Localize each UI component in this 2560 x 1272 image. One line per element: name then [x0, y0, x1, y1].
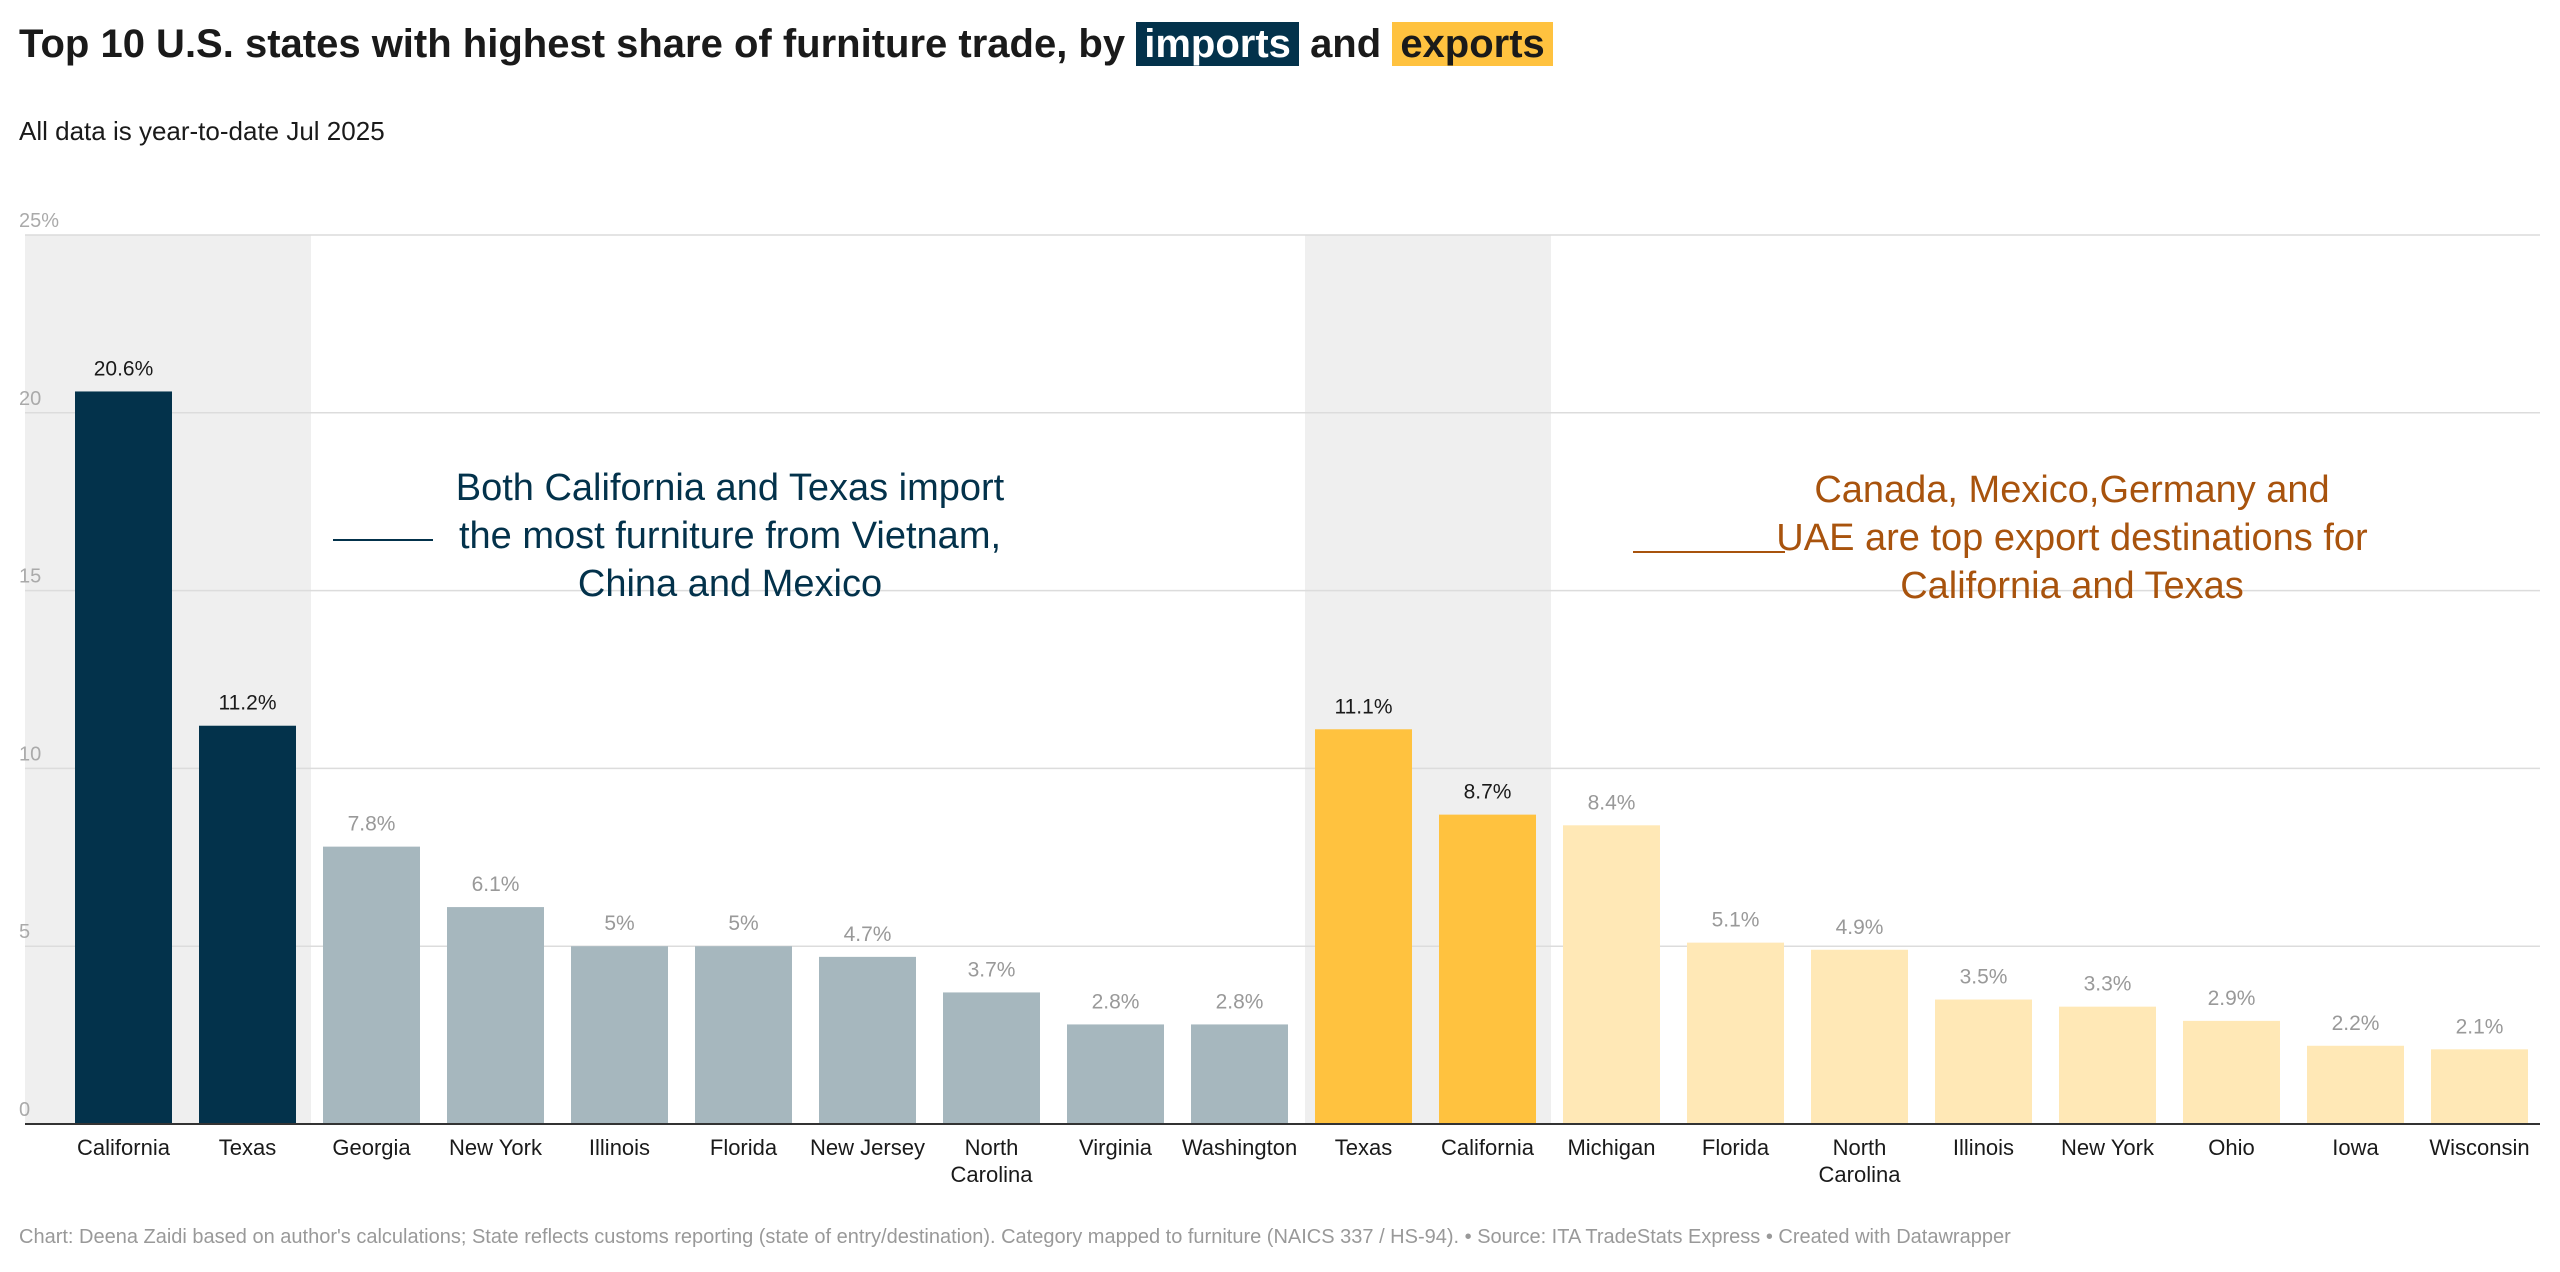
- imports-category-label: Illinois: [589, 1135, 650, 1160]
- exports-category-label: Iowa: [2332, 1135, 2379, 1160]
- exports-bar: [1439, 814, 1536, 1124]
- imports-value-label: 7.8%: [348, 813, 396, 836]
- exports-value-label: 8.7%: [1464, 781, 1512, 804]
- exports-value-label: 3.3%: [2084, 973, 2132, 996]
- imports-category-label: Washington: [1182, 1135, 1297, 1160]
- title-imports-highlight: imports: [1136, 22, 1299, 66]
- imports-annotation: Both California and Texas import the mos…: [455, 467, 1005, 605]
- imports-value-label: 6.1%: [472, 873, 520, 896]
- imports-bar: [695, 946, 792, 1124]
- chart-title: Top 10 U.S. states with highest share of…: [19, 14, 1553, 74]
- exports-value-label: 3.5%: [1960, 966, 2008, 989]
- chart-subtitle: All data is year-to-date Jul 2025: [19, 116, 385, 146]
- imports-value-label: 2.8%: [1216, 990, 1264, 1013]
- exports-bar: [1315, 729, 1412, 1124]
- y-tick-label: 15: [19, 566, 41, 588]
- imports-value-label: 20.6%: [94, 357, 154, 380]
- title-and: and: [1310, 22, 1382, 66]
- exports-value-label: 8.4%: [1588, 791, 1636, 814]
- bar-chart: 0 5 10 15 20 25% 20.6% California 11.2% Texas 7.8%…: [19, 210, 2540, 1187]
- exports-bar: [1935, 999, 2032, 1124]
- imports-bar: [323, 846, 420, 1124]
- imports-category-label: New York: [449, 1135, 543, 1160]
- y-tick-label: 10: [19, 743, 41, 765]
- imports-value-label: 2.8%: [1092, 990, 1140, 1013]
- exports-bar: [1563, 825, 1660, 1124]
- imports-category-label: Florida: [710, 1135, 778, 1160]
- imports-category-label: North Carolina: [951, 1135, 1034, 1187]
- imports-bar: [447, 907, 544, 1124]
- imports-bar: [75, 391, 172, 1124]
- exports-annotation: Canada, Mexico,Germany and UAE are top e…: [1776, 469, 2368, 607]
- chart-footer: Chart: Deena Zaidi based on author's cal…: [19, 1226, 2011, 1248]
- imports-category-label: New Jersey: [810, 1135, 925, 1160]
- title-exports-highlight: exports: [1392, 22, 1553, 66]
- y-tick-label: 0: [19, 1099, 30, 1121]
- y-tick-label: 5: [19, 921, 30, 943]
- imports-bar: [199, 725, 296, 1124]
- imports-bar: [943, 992, 1040, 1124]
- imports-bar: [1191, 1024, 1288, 1124]
- title-prefix: Top 10 U.S. states with highest share of…: [19, 22, 1126, 66]
- exports-bar: [2183, 1020, 2280, 1124]
- imports-category-label: Virginia: [1079, 1135, 1153, 1160]
- exports-bar: [2059, 1006, 2156, 1124]
- exports-bar: [2307, 1045, 2404, 1124]
- exports-category-label: Wisconsin: [2429, 1135, 2529, 1160]
- exports-category-label: Michigan: [1567, 1135, 1655, 1160]
- imports-value-label: 3.7%: [968, 958, 1016, 981]
- exports-category-label: California: [1441, 1135, 1535, 1160]
- exports-bar: [1811, 949, 1908, 1124]
- imports-value-label: 4.7%: [844, 923, 892, 946]
- y-tick-label: 20: [19, 388, 41, 410]
- exports-value-label: 2.1%: [2456, 1015, 2504, 1038]
- y-tick-label: 25%: [19, 210, 59, 232]
- exports-category-label: North Carolina: [1819, 1135, 1902, 1187]
- imports-category-label: California: [77, 1135, 171, 1160]
- exports-category-label: Texas: [1335, 1135, 1392, 1160]
- exports-category-label: Ohio: [2208, 1135, 2254, 1160]
- imports-value-label: 11.2%: [219, 692, 277, 715]
- exports-category-label: Florida: [1702, 1135, 1770, 1160]
- imports-bar: [571, 946, 668, 1124]
- exports-category-label: Illinois: [1953, 1135, 2014, 1160]
- exports-value-label: 2.2%: [2332, 1012, 2380, 1035]
- exports-value-label: 2.9%: [2208, 987, 2256, 1010]
- exports-value-label: 4.9%: [1836, 916, 1884, 939]
- exports-value-label: 11.1%: [1335, 695, 1393, 718]
- exports-category-label: New York: [2061, 1135, 2155, 1160]
- exports-bar: [2431, 1049, 2528, 1124]
- imports-value-label: 5%: [604, 912, 634, 935]
- imports-bar: [1067, 1024, 1164, 1124]
- imports-category-label: Georgia: [332, 1135, 411, 1160]
- imports-category-label: Texas: [219, 1135, 276, 1160]
- imports-bar: [819, 956, 916, 1124]
- exports-value-label: 5.1%: [1712, 909, 1760, 932]
- exports-bar: [1687, 942, 1784, 1124]
- imports-value-label: 5%: [728, 912, 758, 935]
